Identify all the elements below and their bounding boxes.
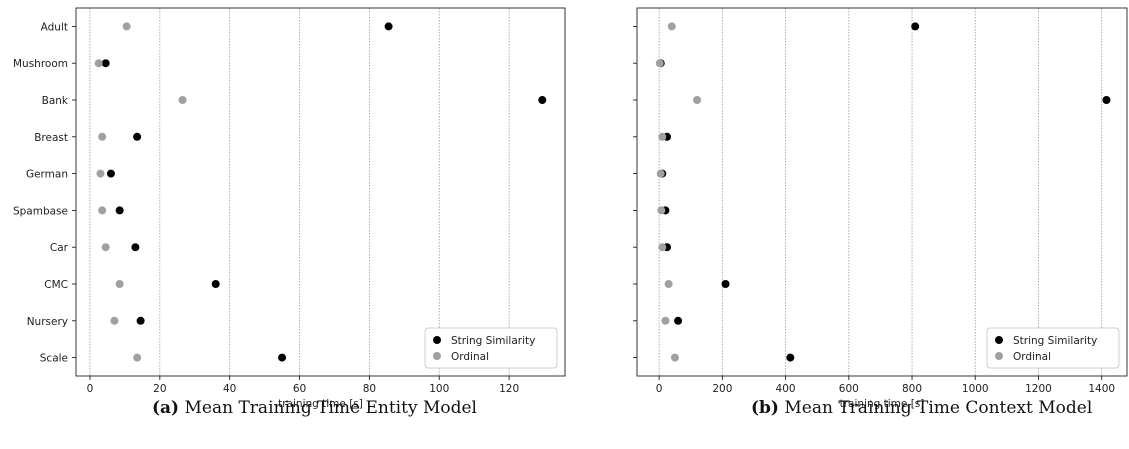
y-tick-label: Spambase [13,205,68,217]
data-point-ordinal [101,243,110,252]
data-point-string-similarity [384,22,393,31]
y-tick-label: Scale [40,353,68,365]
y-tick-label: Nursery [27,316,68,328]
x-tick-label: 0 [656,383,663,395]
chart-panel-context-model: 0 200 400 600 800 1000 1200 1400 training time [… [633,7,1128,410]
data-point-string-similarity [101,59,110,68]
caption-entity-model: (a) Mean Training Time Entity Model [152,398,477,418]
data-point-string-similarity [786,353,795,362]
data-point-ordinal [658,243,667,252]
x-axis-label: training time [s] [840,398,925,410]
y-tick-label: German [26,169,68,181]
legend: String Similarity Ordinal [424,327,558,369]
caption-text: Mean Training Time Entity Model [184,398,477,418]
x-tick-label: 400 [776,383,796,395]
data-point-string-similarity [133,132,142,141]
x-axis-label: training time [s] [278,398,363,410]
y-tick-label: Bank [42,95,69,107]
x-tick-label: 60 [293,383,306,395]
legend-marker [433,336,441,344]
data-point-ordinal [98,132,107,141]
x-tick-label: 20 [153,383,166,395]
y-tick-label: Adult [41,21,68,33]
data-point-ordinal [655,59,664,68]
data-point-string-similarity [911,22,920,31]
caption-context-model: (b) Mean Training Time Context Model [751,398,1092,418]
legend-marker [995,336,1003,344]
y-tick-label: Mushroom [13,58,68,70]
x-tick-label: 1000 [962,383,989,395]
y-tick-label: Breast [34,132,68,144]
data-point-ordinal [122,22,131,31]
data-point-ordinal [661,316,670,325]
data-point-ordinal [667,22,676,31]
data-point-ordinal [693,96,702,104]
data-point-ordinal [656,169,665,178]
data-point-ordinal [670,353,679,362]
y-tick-label: Car [50,242,69,254]
data-point-ordinal [110,316,119,325]
caption-label: (a) [152,398,180,418]
data-point-ordinal [657,206,666,215]
x-tick-label: 200 [712,383,732,395]
caption-text: Mean Training Time Context Model [784,398,1093,418]
chart-panel-entity-model: 0 20 40 60 80 100 120 training time [s] Adult Mus… [13,7,566,410]
x-tick-label: 1200 [1025,383,1052,395]
x-tick-label: 800 [902,383,922,395]
x-tick-label: 100 [429,383,449,395]
x-tick-label: 80 [363,383,376,395]
legend-label: Ordinal [451,351,489,363]
data-point-ordinal [98,206,107,215]
data-point-ordinal [133,353,142,362]
x-tick-label: 0 [87,383,94,395]
data-point-ordinal [96,169,105,178]
legend-box [986,327,1120,369]
caption-label: (b) [751,398,779,418]
legend-box [424,327,558,369]
data-point-ordinal [115,280,124,288]
x-tick-label: 1400 [1088,383,1115,395]
data-point-string-similarity [674,316,683,325]
data-point-ordinal [664,280,673,288]
legend: String Similarity Ordinal [986,327,1120,369]
legend-marker [433,352,441,360]
data-point-string-similarity [721,280,730,288]
data-point-string-similarity [278,353,287,362]
x-tick-label: 120 [499,383,519,395]
legend-label: String Similarity [1013,335,1097,347]
data-point-ordinal [658,132,667,141]
data-point-string-similarity [211,280,220,288]
data-point-string-similarity [1102,96,1111,104]
axes-frame [636,7,1128,377]
data-point-string-similarity [131,243,140,252]
data-point-string-similarity [115,206,124,215]
data-point-string-similarity [538,96,547,104]
data-point-string-similarity [106,169,115,178]
y-tick-label: CMC [44,279,68,291]
legend-marker [995,352,1003,360]
data-point-ordinal [94,59,103,68]
legend-label: Ordinal [1013,351,1051,363]
data-point-ordinal [178,96,187,104]
data-point-string-similarity [136,316,145,325]
axes-frame [75,7,566,377]
x-tick-label: 600 [839,383,859,395]
x-tick-label: 40 [223,383,236,395]
legend-label: String Similarity [451,335,535,347]
